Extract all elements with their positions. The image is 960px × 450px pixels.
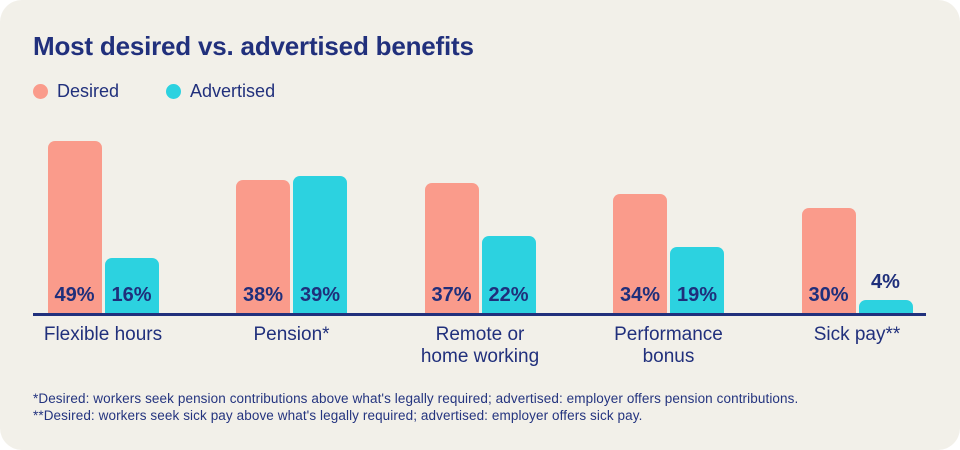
bar-value-advertised-flexible-hours: 16%	[111, 284, 152, 306]
bar-wrap: 38%	[236, 180, 290, 314]
bar-value-desired-flexible-hours: 49%	[54, 284, 95, 306]
bar-wrap: 49%	[47, 141, 102, 314]
bars-row: 37% 22%	[424, 183, 536, 314]
bar-wrap: 37%	[424, 183, 479, 314]
category-label-pension: Pension*	[253, 324, 330, 345]
bar-value-desired-remote-or-home-working: 37%	[431, 284, 472, 306]
bars-row: 38% 39%	[236, 176, 347, 314]
bar-value-advertised-pension: 39%	[299, 284, 341, 306]
category-label-remote-or-home-working: Remote or home working	[420, 324, 540, 367]
bar-advertised-pension	[293, 176, 347, 314]
bar-advertised-flexible-hours	[104, 258, 159, 314]
bar-wrap: 39%	[293, 176, 347, 314]
category-label-sick-pay: Sick pay**	[813, 324, 901, 345]
bar-group-sick-pay: 30% 4% Sick pay**	[801, 208, 913, 345]
bar-value-advertised-remote-or-home-working: 22%	[488, 284, 529, 306]
footnote-sick-pay: **Desired: workers seek sick pay above w…	[33, 407, 643, 423]
bar-value-desired-sick-pay: 30%	[808, 284, 849, 306]
bars-row: 30% 4%	[801, 208, 913, 314]
legend-label-advertised: Advertised	[190, 81, 276, 101]
bar-wrap: 22%	[481, 236, 536, 314]
x-axis-line	[33, 313, 926, 316]
bar-desired-performance-bonus	[613, 194, 667, 314]
category-label-flexible-hours: Flexible hours	[43, 324, 163, 345]
bar-advertised-remote-or-home-working	[481, 236, 536, 314]
bar-wrap: 4%	[858, 271, 913, 314]
legend-item-advertised: Advertised	[166, 81, 275, 102]
legend: Desired Advertised	[33, 81, 275, 102]
bar-value-advertised-performance-bonus: 19%	[676, 284, 718, 306]
plot-area: 49% 16% Flexible hours 38% 39% Pension* 37% 22%…	[33, 141, 926, 367]
legend-item-desired: Desired	[33, 81, 119, 102]
bar-group-flexible-hours: 49% 16% Flexible hours	[44, 141, 162, 345]
footnotes: *Desired: workers seek pension contribut…	[33, 391, 798, 424]
bar-wrap: 19%	[670, 247, 724, 314]
bar-desired-remote-or-home-working	[424, 183, 479, 314]
bars-row: 49% 16%	[47, 141, 159, 314]
legend-label-desired: Desired	[57, 81, 120, 101]
bar-desired-flexible-hours	[47, 141, 102, 314]
bar-value-advertised-sick-pay: 4%	[871, 271, 900, 293]
bar-desired-sick-pay	[801, 208, 856, 314]
bar-desired-pension	[236, 180, 290, 314]
bar-wrap: 34%	[613, 194, 667, 314]
legend-dot-desired-icon	[33, 84, 48, 99]
footnote-pension: *Desired: workers seek pension contribut…	[33, 391, 799, 406]
bar-value-desired-pension: 38%	[242, 284, 284, 306]
legend-dot-advertised-icon	[166, 84, 182, 99]
category-label-performance-bonus: Performance bonus	[614, 324, 723, 367]
bar-group-pension: 38% 39% Pension*	[236, 176, 347, 345]
bar-advertised-performance-bonus	[670, 247, 724, 314]
bar-wrap: 30%	[801, 208, 856, 314]
bar-value-desired-performance-bonus: 34%	[619, 284, 661, 306]
chart-title: Most desired vs. advertised benefits	[33, 31, 474, 61]
bars-row: 34% 19%	[613, 194, 724, 314]
bar-group-performance-bonus: 34% 19% Performance bonus	[613, 194, 724, 367]
bar-wrap: 16%	[104, 258, 159, 314]
bar-group-remote-or-home-working: 37% 22% Remote or home working	[421, 183, 539, 367]
bar-advertised-sick-pay	[858, 300, 913, 314]
